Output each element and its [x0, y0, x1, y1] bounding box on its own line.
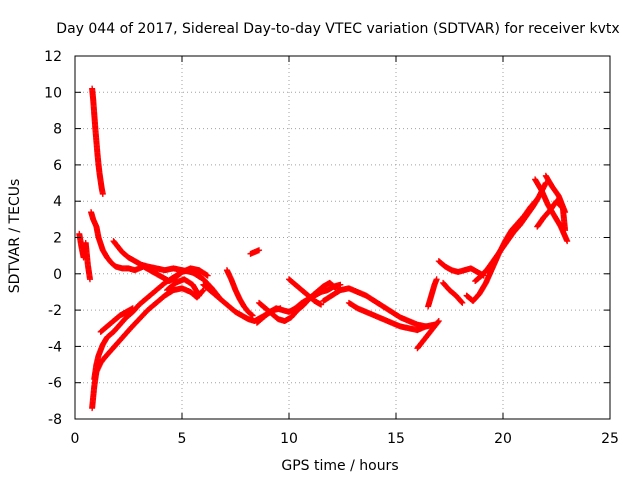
data-point [204, 272, 211, 279]
data-point [248, 311, 255, 318]
plot-frame [74, 55, 611, 420]
grid [75, 56, 610, 419]
data-point [249, 312, 256, 319]
axes: 0 5 10 15 20 25 -8 -6 -4 -2 0 2 4 6 8 10 12 [44, 49, 619, 447]
data-point [435, 317, 442, 324]
data-point [332, 284, 339, 291]
x-tick-label: 25 [601, 431, 619, 447]
chart-title: Day 044 of 2017, Sidereal Day-to-day VTE… [56, 21, 619, 37]
x-tick-label: 20 [494, 431, 512, 447]
data-point [86, 276, 93, 283]
y-axis-label: SDTVAR / TECUs [7, 179, 23, 294]
data-point [256, 247, 263, 254]
data-point [337, 281, 344, 288]
x-tick-label: 0 [71, 431, 80, 447]
x-tick-label: 10 [280, 431, 298, 447]
data-point [459, 299, 466, 306]
data-point [433, 276, 440, 283]
data-point [318, 301, 325, 308]
data-point [564, 238, 571, 245]
y-tick-label: -4 [48, 339, 62, 355]
data-point [422, 323, 429, 330]
x-tick-label: 5 [178, 431, 187, 447]
data-points [76, 85, 571, 412]
data-point [562, 209, 569, 216]
y-tick-label: 12 [44, 49, 62, 65]
data-point [99, 190, 106, 197]
data-point [199, 287, 206, 294]
data-point [458, 299, 465, 306]
y-tick-label: 10 [44, 85, 62, 101]
data-point [129, 305, 136, 312]
data-point [200, 287, 207, 294]
y-tick-label: 6 [53, 158, 62, 174]
data-point [435, 318, 442, 325]
y-tick-label: 4 [53, 194, 62, 210]
data-point [196, 292, 203, 299]
y-tick-label: 2 [53, 231, 62, 247]
x-axis-label: GPS time / hours [281, 458, 398, 474]
x-tick-label: 15 [387, 431, 405, 447]
y-tick-label: 8 [53, 122, 62, 138]
data-point [562, 227, 569, 234]
y-tick-label: -2 [48, 303, 62, 319]
y-tick-label: -8 [48, 412, 62, 428]
y-tick-label: 0 [53, 267, 62, 283]
y-tick-label: -6 [48, 376, 62, 392]
